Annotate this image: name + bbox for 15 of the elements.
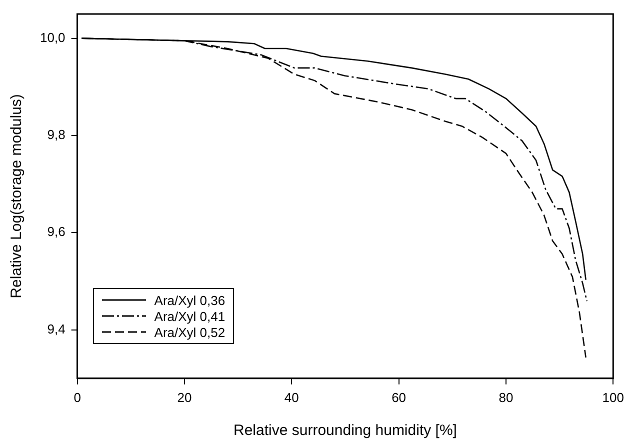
y-tick-label: 9,8 bbox=[47, 127, 66, 142]
legend-label: Ara/Xyl 0,36 bbox=[154, 292, 226, 308]
x-tick-label: 80 bbox=[498, 390, 514, 405]
x-tick-label: 60 bbox=[392, 390, 406, 405]
y-axis-title: Relative Log(storage modulus) bbox=[8, 94, 26, 298]
y-tick-label: 9,4 bbox=[47, 321, 66, 336]
x-tick-label: 100 bbox=[602, 390, 624, 405]
y-tick-label: 9,6 bbox=[47, 224, 66, 240]
y-tick-label: 10,0 bbox=[40, 30, 66, 45]
x-tick-label: 0 bbox=[74, 390, 81, 405]
legend-label: Ara/Xyl 0,52 bbox=[154, 324, 226, 340]
x-axis-title: Relative surrounding humidity [%] bbox=[234, 422, 457, 440]
x-tick-label: 20 bbox=[177, 390, 192, 405]
x-tick-label: 40 bbox=[284, 390, 299, 405]
legend-label: Ara/Xyl 0,41 bbox=[154, 308, 226, 324]
